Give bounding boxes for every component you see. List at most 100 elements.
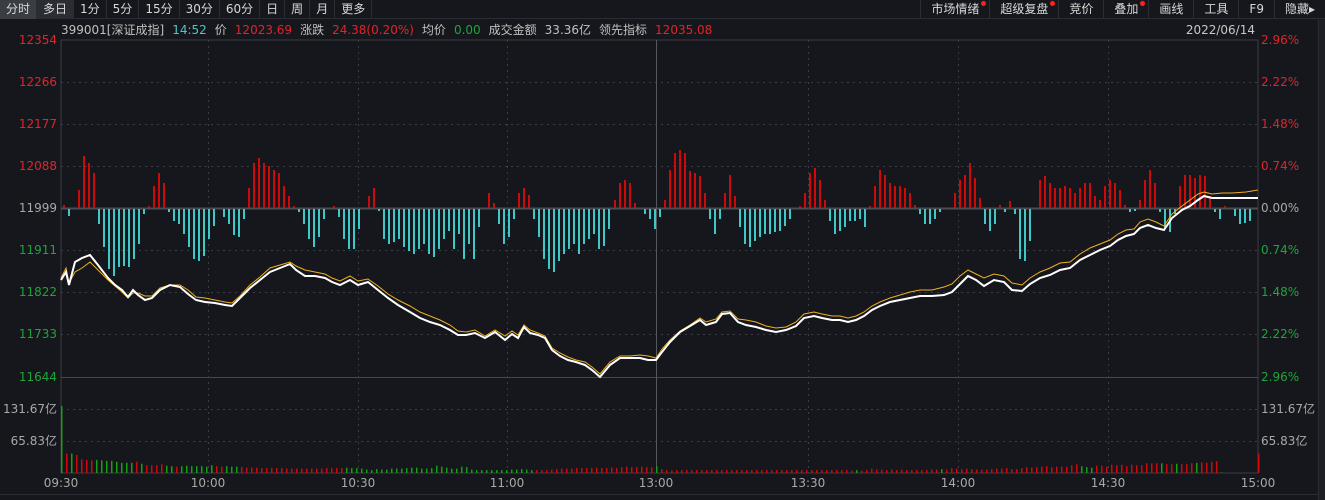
volume-bar — [146, 465, 148, 473]
volume-bar — [246, 467, 248, 473]
volume-bar — [796, 470, 798, 473]
bar-up — [1009, 201, 1011, 208]
tab-0[interactable]: 分时 — [0, 0, 38, 19]
bar-down — [188, 209, 190, 247]
bar-up — [1079, 188, 1081, 208]
volume-bar — [1186, 464, 1188, 473]
volume-bar — [1111, 464, 1113, 473]
bar-down — [358, 209, 360, 229]
volume-bar — [836, 470, 838, 473]
volume-bar — [601, 468, 603, 473]
time-axis-label: 10:30 — [340, 476, 376, 490]
volume-bar — [876, 469, 878, 473]
volume-bar — [871, 468, 873, 473]
volume-bar — [1136, 465, 1138, 473]
bar-down — [393, 209, 395, 242]
index-code-name: 399001[深证成指] — [61, 23, 165, 37]
bar-up — [1049, 183, 1051, 208]
bar-up — [674, 153, 676, 208]
volume-bar — [846, 470, 848, 473]
toolbar-button-label: 工具 — [1204, 2, 1229, 16]
bar-down — [133, 209, 135, 259]
tab-4[interactable]: 15分 — [139, 0, 180, 19]
volume-bar — [941, 469, 943, 473]
volume-bar — [1096, 465, 1098, 473]
bar-up — [1154, 183, 1156, 208]
price-axis-label: 11911 — [18, 243, 57, 257]
bar-down — [1249, 209, 1251, 221]
volume-bar — [811, 470, 813, 473]
toolbar-button-5[interactable]: 工具 — [1193, 0, 1238, 19]
volume-bar — [901, 469, 903, 473]
volume-bar — [1131, 464, 1133, 473]
volume-bar — [591, 468, 593, 473]
volume-axis-label: 65.83亿 — [10, 434, 57, 448]
bar-down — [378, 209, 380, 211]
tab-6[interactable]: 60分 — [220, 0, 261, 19]
bar-down — [1134, 209, 1136, 211]
toolbar-button-label: 画线 — [1159, 2, 1184, 16]
bar-down — [834, 209, 836, 234]
volume-bar — [951, 468, 953, 473]
bar-down — [438, 209, 440, 249]
volume-bar — [596, 467, 598, 473]
volume-bar — [1066, 466, 1068, 473]
bar-down — [173, 209, 175, 221]
toolbar-button-0[interactable]: 市场情绪 — [920, 0, 989, 19]
toolbar-button-1[interactable]: 超级复盘 — [989, 0, 1058, 19]
volume-bar — [491, 470, 493, 473]
volume-bar — [621, 467, 623, 473]
bar-up — [869, 206, 871, 208]
volume-bar — [1041, 466, 1043, 473]
volume-bar — [921, 470, 923, 473]
tab-1[interactable]: 多日 — [37, 0, 75, 19]
volume-bar — [801, 470, 803, 473]
toolbar-button-3[interactable]: 叠加 — [1103, 0, 1148, 19]
tab-5[interactable]: 30分 — [180, 0, 220, 19]
volume-bar — [136, 461, 138, 473]
bar-down — [538, 209, 540, 237]
volume-bar — [661, 469, 663, 473]
bar-up — [518, 193, 520, 208]
bar-down — [1164, 209, 1166, 229]
volume-bar — [1141, 465, 1143, 473]
tab-7[interactable]: 日 — [260, 0, 286, 19]
bar-up — [1179, 186, 1181, 208]
volume-bar — [646, 467, 648, 473]
bar-down — [238, 209, 240, 237]
toolbar-button-2[interactable]: 竞价 — [1058, 0, 1103, 19]
volume-bar — [1126, 466, 1128, 473]
bar-up — [694, 173, 696, 208]
tab-10[interactable]: 更多 — [335, 0, 373, 19]
tab-8[interactable]: 周 — [285, 0, 311, 19]
toolbar-button-6[interactable]: F9 — [1238, 0, 1274, 19]
volume-bar — [1036, 467, 1038, 473]
bar-down — [458, 209, 460, 234]
toolbar-button-4[interactable]: 画线 — [1148, 0, 1193, 19]
bar-down — [343, 209, 345, 239]
volume-bar — [626, 466, 628, 473]
volume-bar — [976, 469, 978, 473]
tab-2[interactable]: 1分 — [74, 0, 107, 19]
bar-down — [128, 209, 130, 267]
bar-up — [493, 203, 495, 208]
volume-bar — [171, 466, 173, 473]
bar-down — [113, 209, 115, 276]
bar-down — [844, 209, 846, 227]
volume-bar — [701, 470, 703, 473]
bar-up — [889, 183, 891, 208]
time-axis-label: 15:00 — [1240, 476, 1276, 490]
volume-bar — [181, 466, 183, 473]
tab-3[interactable]: 5分 — [107, 0, 140, 19]
volume-bar — [771, 470, 773, 473]
tab-9[interactable]: 月 — [310, 0, 336, 19]
price-axis-label: 11822 — [18, 285, 57, 299]
bar-down — [784, 209, 786, 226]
volume-bar — [461, 466, 463, 473]
bar-down — [208, 209, 210, 239]
volume-bar — [571, 468, 573, 473]
bar-up — [799, 206, 801, 208]
right-scrollbar[interactable] — [1318, 20, 1325, 500]
toolbar-button-7[interactable]: 隐藏▸ — [1273, 0, 1325, 19]
